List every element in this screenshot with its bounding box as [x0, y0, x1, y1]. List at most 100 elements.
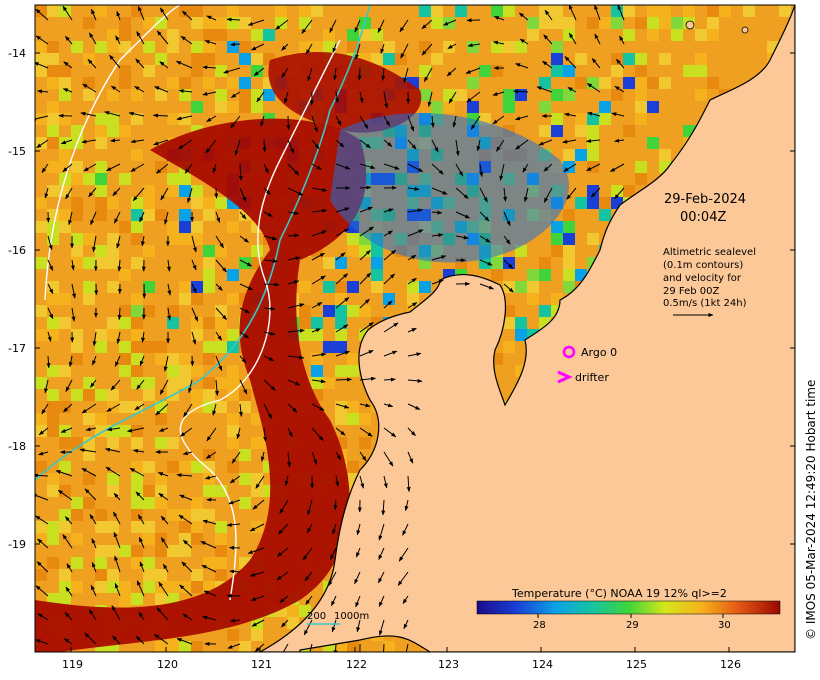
sst-cell: [131, 425, 143, 437]
velocity-arrow: [65, 586, 73, 597]
lon-tick-label: 123: [438, 658, 459, 671]
sst-cell: [191, 533, 203, 545]
velocity-arrow: [71, 307, 76, 322]
sst-cell: [239, 641, 251, 652]
sst-cell: [239, 497, 251, 509]
sst-cell: [47, 41, 59, 53]
velocity-arrow: [157, 472, 169, 477]
velocity-arrow: [190, 355, 195, 367]
sst-cell: [311, 41, 323, 53]
velocity-arrow: [202, 91, 217, 96]
sst-cell: [623, 125, 635, 137]
sst-cell: [239, 473, 251, 485]
velocity-arrow: [407, 254, 417, 261]
velocity-arrow: [64, 516, 73, 525]
sst-cell: [203, 353, 215, 365]
velocity-arrow: [159, 379, 169, 395]
velocity-arrow: [65, 379, 73, 392]
sst-cell: [587, 197, 599, 209]
velocity-arrow: [230, 42, 241, 47]
velocity-arrow: [359, 206, 373, 213]
sst-cell: [47, 77, 59, 89]
sst-cell: [551, 113, 563, 125]
sst-cell: [335, 293, 347, 305]
velocity-arrow: [378, 547, 385, 561]
sst-cell: [47, 401, 59, 413]
sst-cell: [443, 89, 455, 101]
sst-cell: [107, 473, 119, 485]
sst-cell: [527, 293, 539, 305]
sst-cell: [575, 53, 587, 65]
velocity-arrow: [479, 187, 488, 203]
sst-cell: [191, 461, 203, 473]
velocity-arrow: [311, 187, 328, 192]
time-label: 00:04Z: [680, 210, 726, 225]
sst-cell: [167, 317, 179, 329]
velocity-arrow: [239, 379, 248, 395]
velocity-arrow: [90, 584, 97, 597]
velocity-arrow: [335, 115, 342, 126]
sst-cell: [83, 389, 95, 401]
velocity-arrow: [407, 378, 423, 383]
sst-cell: [587, 113, 599, 125]
sst-cell: [311, 5, 323, 17]
sst-cell: [467, 101, 479, 113]
velocity-arrow: [311, 403, 325, 411]
velocity-arrow: [377, 19, 385, 33]
sst-cell: [251, 65, 263, 77]
sst-cell: [35, 521, 47, 533]
sst-cell: [347, 461, 359, 473]
velocity-arrow: [359, 427, 373, 437]
sst-cell: [515, 245, 527, 257]
velocity-arrow: [356, 523, 361, 536]
velocity-arrow: [311, 252, 326, 261]
sst-cell: [119, 125, 131, 137]
sst-cell: [227, 77, 239, 89]
sst-cell: [203, 41, 215, 53]
velocity-arrow: [47, 307, 54, 320]
sst-cell: [95, 581, 107, 593]
velocity-arrow: [383, 208, 394, 213]
sst-cell: [443, 101, 455, 113]
sst-cell: [335, 281, 347, 293]
sst-cell: [563, 221, 575, 233]
velocity-arrow: [263, 331, 276, 336]
velocity-arrow: [239, 307, 251, 314]
sst-cell: [35, 533, 47, 545]
velocity-arrow: [281, 67, 289, 78]
sst-cell: [59, 593, 71, 605]
velocity-arrow: [152, 113, 169, 118]
contour-1000m: [44, 5, 341, 601]
sst-cell: [227, 365, 239, 377]
sst-cell: [71, 581, 83, 593]
velocity-arrow: [307, 67, 313, 82]
velocity-arrow: [92, 331, 97, 347]
sst-cell: [227, 221, 239, 233]
velocity-arrow: [182, 10, 193, 21]
sst-cell: [563, 245, 575, 257]
velocity-arrow: [128, 111, 145, 117]
velocity-arrow: [115, 35, 121, 45]
velocity-arrow: [139, 561, 145, 573]
sst-cell: [287, 605, 299, 617]
sst-cell: [83, 17, 95, 29]
velocity-arrow: [89, 513, 97, 525]
sst-cell: [335, 641, 347, 652]
sst-cell: [107, 485, 119, 497]
sst-cell: [479, 65, 491, 77]
sst-cell: [419, 281, 431, 293]
sst-cell: [131, 521, 143, 533]
velocity-arrow: [215, 211, 221, 223]
sst-cell: [695, 53, 707, 65]
sst-cell: [227, 389, 239, 401]
velocity-arrow: [407, 403, 421, 410]
velocity-arrow: [455, 211, 471, 219]
sst-cell: [119, 581, 131, 593]
sst-cell: [203, 281, 215, 293]
sst-cell: [119, 401, 131, 413]
velocity-arrow: [287, 187, 304, 196]
lat-tick-label: -15: [8, 145, 26, 158]
velocity-arrow: [311, 301, 323, 309]
sst-cell: [131, 437, 143, 449]
velocity-arrow: [47, 331, 52, 342]
